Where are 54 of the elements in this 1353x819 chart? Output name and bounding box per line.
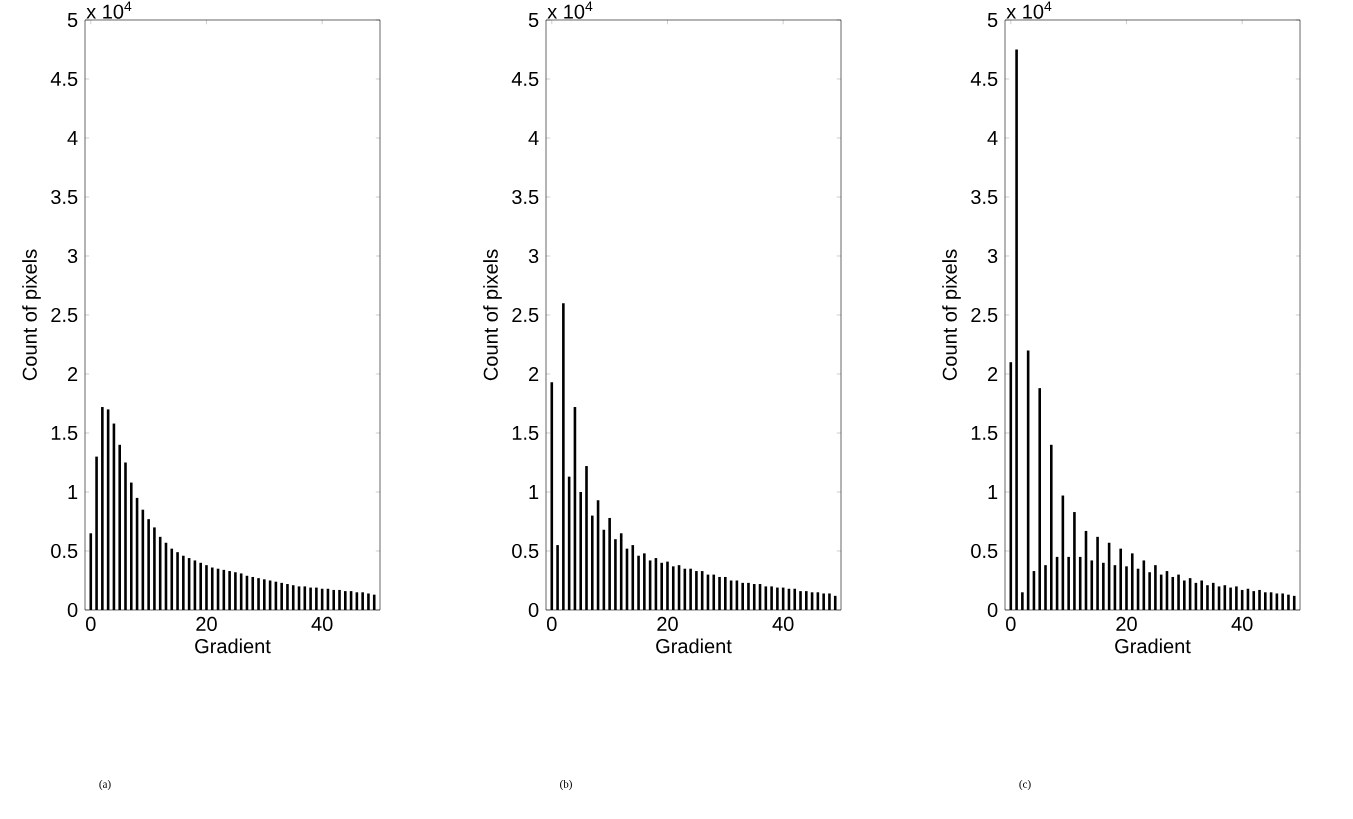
y-tick-label: 4 (528, 131, 539, 145)
y-tick-label: 2.5 (512, 307, 539, 323)
x-tick-label: 20 (657, 616, 678, 632)
y-tick-label: 3.5 (512, 189, 539, 205)
text: x 10$^{4}$ (1006, 1, 1052, 19)
y-tick-label: 3.5 (51, 189, 78, 205)
x-axis-title: Gradient (1115, 638, 1191, 654)
y-tick-label: 4 (987, 131, 998, 145)
x-tick-label: 0 (1006, 616, 1016, 632)
y-tick-label: 1 (988, 485, 998, 499)
y-tick-label: 3 (67, 248, 78, 264)
y-tick-label: 0.5 (971, 543, 998, 559)
y-tick-label: 0.5 (512, 543, 539, 559)
y-tick-label: 3 (528, 248, 539, 264)
y-tick-label: 1.5 (51, 426, 78, 440)
y-axis-title: Count of pixels (483, 249, 502, 381)
y-tick-label: 2 (68, 367, 78, 381)
y-tick-label: 0.5 (51, 543, 78, 559)
y-tick-label: 4 (67, 131, 78, 145)
text: x 10$^{4}$ (86, 1, 132, 19)
y-tick-label: 5 (67, 13, 78, 27)
y-tick-label: 5 (987, 13, 998, 27)
y-tick-label: 2 (988, 367, 998, 381)
x-axis-title: Gradient (656, 638, 732, 654)
y-tick-label: 2 (529, 367, 539, 381)
x-axis-title: Gradient (195, 638, 271, 654)
y-tick-label: 1 (529, 485, 539, 499)
text: (b) (560, 780, 572, 790)
y-tick-label: 0 (528, 602, 539, 618)
y-tick-label: 3 (987, 248, 998, 264)
x-tick-label: 40 (1231, 616, 1253, 632)
x-tick-label: 20 (196, 616, 217, 632)
x-tick-label: 0 (547, 616, 557, 632)
y-tick-label: 4.5 (970, 72, 998, 86)
y-tick-label: 2.5 (51, 307, 78, 323)
x-tick-label: 20 (1116, 616, 1137, 632)
x-tick-label: 40 (772, 616, 794, 632)
y-tick-label: 3.5 (971, 189, 998, 205)
y-axis-title: Count of pixels (22, 249, 41, 381)
x-tick-label: 0 (86, 616, 96, 632)
y-tick-label: 0 (67, 602, 78, 618)
y-tick-label: 1 (68, 485, 78, 499)
y-tick-label: 0 (987, 602, 998, 618)
x-tick-label: 40 (311, 616, 333, 632)
text: x 10$^{4}$ (547, 1, 593, 19)
text: (c) (1019, 780, 1031, 790)
y-tick-label: 1.5 (971, 426, 998, 440)
y-tick-label: 2.5 (971, 307, 998, 323)
y-tick-label: 5 (528, 13, 539, 27)
y-tick-label: 4.5 (50, 72, 78, 86)
y-axis-title: Count of pixels (942, 249, 961, 381)
y-tick-label: 4.5 (511, 72, 539, 86)
text: (a) (99, 780, 111, 790)
y-tick-label: 1.5 (512, 426, 539, 440)
